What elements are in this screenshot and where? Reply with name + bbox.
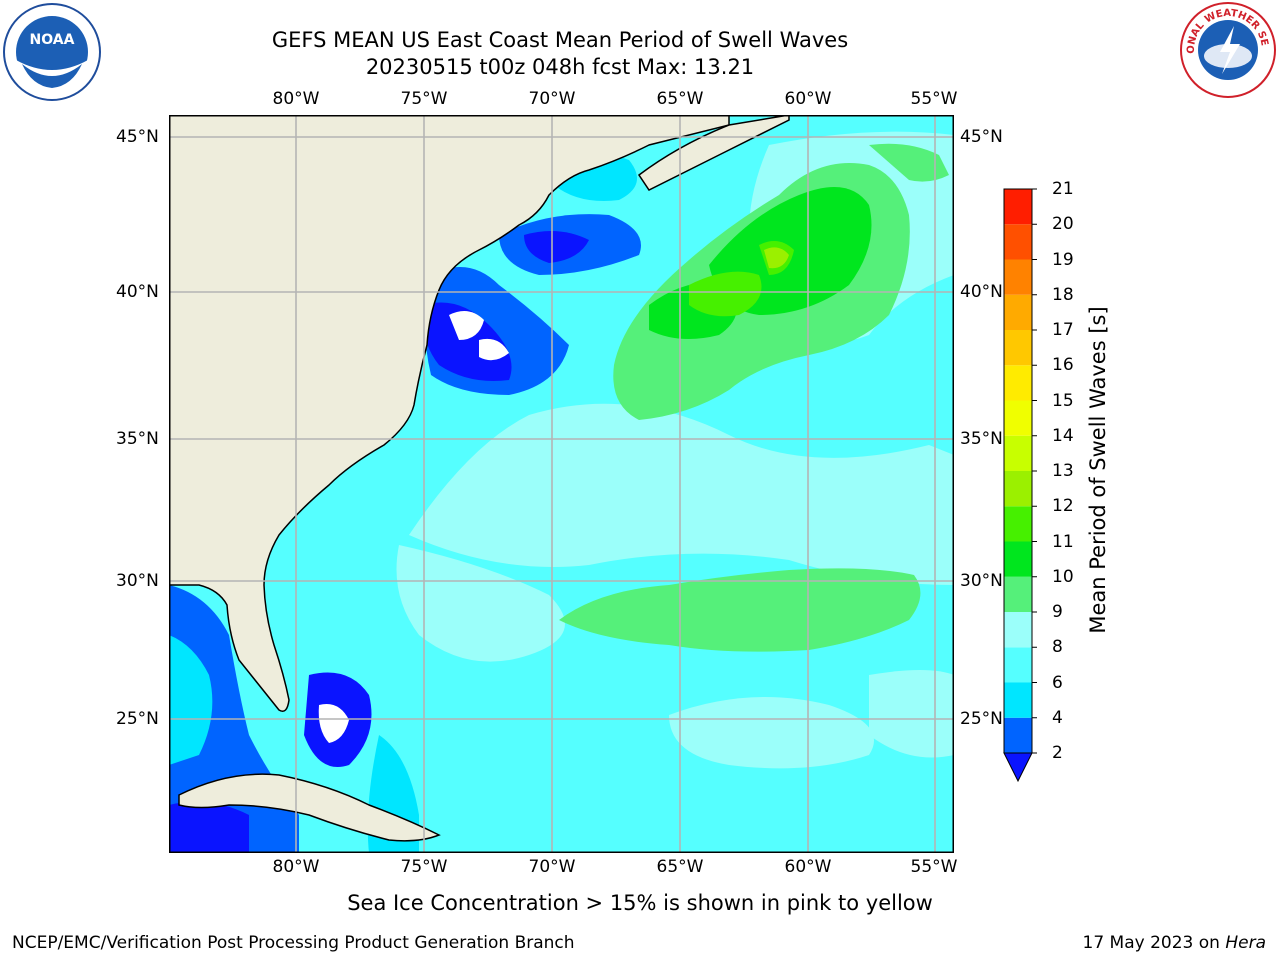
- lon-top-label: 65°W: [656, 89, 704, 109]
- colorbar-tick-label: 4: [1052, 707, 1063, 728]
- lon-bottom-label: 75°W: [400, 857, 448, 877]
- swell-region-under-2s: [169, 801, 249, 853]
- no-data-area: [479, 338, 509, 361]
- lon-bottom-label: 65°W: [656, 857, 704, 877]
- map-subtitle: 20230515 t00z 048h fcst Max: 13.21: [365, 55, 755, 79]
- colorbar-tick-label: 9: [1052, 602, 1063, 622]
- colorbar-segment: [1004, 365, 1032, 401]
- noaa-logo-text: NOAA: [30, 32, 75, 48]
- colorbar-segment: [1004, 259, 1032, 295]
- swell-region-under-2s: [524, 231, 589, 263]
- lon-top-label: 55°W: [910, 89, 958, 109]
- lat-right-label: 40°N: [960, 282, 1003, 302]
- lat-left-label: 40°N: [116, 282, 159, 302]
- no-data-area: [449, 311, 484, 340]
- lon-top-label: 75°W: [400, 89, 448, 109]
- lon-top-label: 60°W: [784, 89, 832, 109]
- colorbar-segment: [1004, 717, 1032, 753]
- noaa-logo: NOAA: [2, 2, 102, 106]
- colorbar-tick-label: 8: [1052, 637, 1063, 658]
- swell-region-9-10s: [869, 143, 949, 182]
- footer-date: 17 May 2023 on Hera: [1083, 933, 1267, 953]
- swell-region-8-9s: [396, 545, 565, 662]
- colorbar-tick-label: 17: [1052, 320, 1074, 340]
- lat-left-label: 45°N: [116, 127, 159, 147]
- lat-left-label: 25°N: [116, 709, 159, 729]
- colorbar-tick-label: 18: [1052, 284, 1074, 305]
- land-areas: [169, 115, 790, 842]
- colorbar-tick-label: 10: [1052, 566, 1074, 587]
- swell-region-12-13s: [764, 247, 789, 269]
- colorbar-segment: [1004, 294, 1032, 330]
- sea-ice-note: Sea Ice Concentration > 15% is shown in …: [347, 891, 933, 915]
- colorbar-segment: [1004, 647, 1032, 683]
- colorbar-tick-label: 20: [1052, 214, 1074, 235]
- colorbar: [1000, 185, 1050, 789]
- swell-region-9-10s: [559, 568, 921, 652]
- colorbar-segment: [1004, 435, 1032, 471]
- swell-region-8-9s: [869, 670, 954, 758]
- colorbar-segment: [1004, 224, 1032, 260]
- colorbar-segment: [1004, 471, 1032, 507]
- lon-top-label: 70°W: [528, 89, 576, 109]
- us-mainland: [169, 115, 730, 712]
- colorbar-tick-label: 16: [1052, 355, 1074, 376]
- footer-credit: NCEP/EMC/Verification Post Processing Pr…: [12, 933, 575, 953]
- no-data-area: [318, 704, 349, 743]
- colorbar-under-arrow: [1003, 752, 1033, 783]
- lat-right-label: 30°N: [960, 571, 1003, 591]
- lat-right-label: 45°N: [960, 127, 1003, 147]
- swell-region-11-12s: [689, 271, 762, 317]
- lon-bottom-label: 80°W: [272, 857, 320, 877]
- footer-date-text: 17 May 2023 on: [1082, 933, 1220, 953]
- cuba: [178, 773, 441, 842]
- graticule: [169, 115, 954, 853]
- colorbar-segment: [1004, 400, 1032, 436]
- lon-bottom-label: 70°W: [528, 857, 576, 877]
- colorbar-title: Mean Period of Swell Waves [s]: [1086, 306, 1110, 634]
- nws-logo: NATIONAL WEATHER SERVICE: [1174, 0, 1278, 104]
- lat-right-label: 25°N: [960, 709, 1003, 729]
- colorbar-svg: [1003, 188, 1037, 783]
- colorbar-tick-label: 2: [1052, 743, 1063, 763]
- colorbar-segment: [1004, 576, 1032, 612]
- colorbar-segment: [1004, 541, 1032, 577]
- lat-right-label: 35°N: [960, 429, 1003, 449]
- swell-region-8-9s: [409, 403, 954, 585]
- lon-top-label: 80°W: [272, 89, 320, 109]
- colorbar-segment: [1004, 189, 1032, 225]
- colorbar-segment: [1004, 612, 1032, 648]
- swell-region-under-2s: [423, 302, 512, 381]
- map-border: [169, 115, 954, 853]
- colorbar-tick-label: 14: [1052, 425, 1074, 446]
- swell-region-8-9s: [669, 697, 874, 769]
- map-panel: [169, 115, 954, 853]
- colorbar-segment: [1004, 682, 1032, 718]
- colorbar-tick-label: 15: [1052, 390, 1074, 411]
- colorbar-tick-label: 12: [1052, 496, 1074, 517]
- colorbar-tick-label: 21: [1052, 179, 1074, 199]
- lon-bottom-label: 60°W: [784, 857, 832, 877]
- colorbar-tick-label: 19: [1052, 249, 1074, 270]
- lat-left-label: 35°N: [116, 429, 159, 449]
- colorbar-segment: [1004, 330, 1032, 366]
- lon-bottom-label: 55°W: [910, 857, 958, 877]
- colorbar-tick-label: 13: [1052, 461, 1074, 481]
- colorbar-segment: [1004, 506, 1032, 542]
- footer-host: Hera: [1225, 933, 1266, 953]
- map-title: GEFS MEAN US East Coast Mean Period of S…: [271, 28, 849, 52]
- lat-left-label: 30°N: [116, 571, 159, 591]
- swell-region-4-6s: [169, 635, 213, 765]
- colorbar-tick-label: 6: [1052, 672, 1063, 693]
- colorbar-tick-label: 11: [1052, 531, 1074, 552]
